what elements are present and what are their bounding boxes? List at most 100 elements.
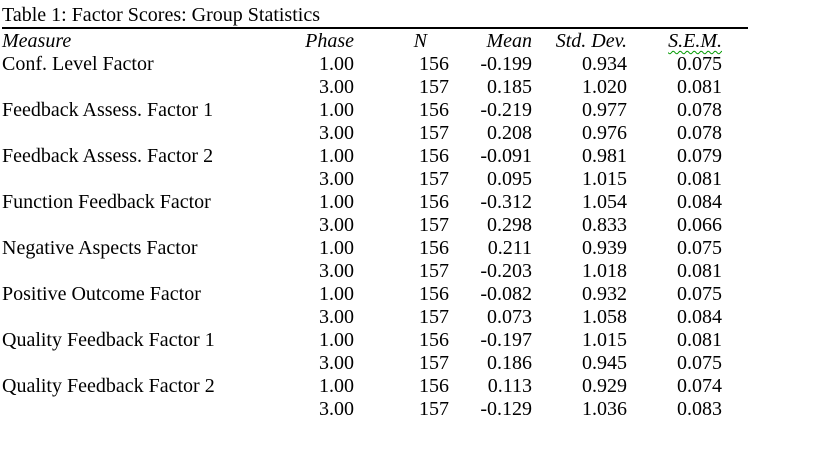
cell-mean: 0.186	[487, 352, 532, 374]
cell-n: 157	[419, 76, 449, 98]
cell-measure	[2, 398, 282, 421]
cell-measure	[2, 306, 282, 329]
cell-std-dev: 1.058	[582, 306, 627, 328]
col-header-mean: Mean	[486, 30, 532, 52]
table-row: Negative Aspects Factor 1.00 156 0.211 0…	[2, 237, 750, 260]
cell-sem: 0.081	[677, 329, 722, 351]
cell-n: 156	[419, 191, 449, 213]
cell-std-dev: 1.054	[582, 191, 627, 213]
cell-phase: 1.00	[319, 53, 354, 75]
cell-sem: 0.075	[677, 283, 722, 305]
group-statistics-table: Measure Phase N Mean Std. Dev. S.E.M. Co…	[2, 30, 750, 421]
cell-sem: 0.081	[677, 260, 722, 282]
cell-sem: 0.079	[677, 145, 722, 167]
cell-mean: -0.219	[480, 99, 532, 121]
col-header-measure: Measure	[2, 30, 72, 52]
table-row: Quality Feedback Factor 1 1.00 156 -0.19…	[2, 329, 750, 352]
table-caption: Table 1: Factor Scores: Group Statistics	[2, 3, 748, 29]
cell-phase: 1.00	[319, 283, 354, 305]
cell-n: 157	[419, 122, 449, 144]
cell-mean: -0.082	[480, 283, 532, 305]
cell-mean: 0.208	[487, 122, 532, 144]
cell-sem: 0.084	[677, 306, 722, 328]
col-header-n: N	[413, 30, 427, 52]
cell-mean: 0.113	[487, 375, 532, 397]
table-row: 3.00 157 -0.129 1.036 0.083	[2, 398, 750, 421]
cell-n: 156	[419, 99, 449, 121]
cell-std-dev: 0.981	[582, 145, 627, 167]
table-row: Quality Feedback Factor 2 1.00 156 0.113…	[2, 375, 750, 398]
cell-measure	[2, 168, 282, 191]
header-row: Measure Phase N Mean Std. Dev. S.E.M.	[2, 30, 750, 53]
cell-std-dev: 0.929	[582, 375, 627, 397]
cell-std-dev: 0.833	[582, 214, 627, 236]
cell-measure: Quality Feedback Factor 1	[2, 329, 215, 351]
cell-phase: 3.00	[319, 260, 354, 282]
cell-measure: Feedback Assess. Factor 1	[2, 99, 214, 121]
cell-std-dev: 1.015	[582, 329, 627, 351]
table-row: 3.00 157 0.208 0.976 0.078	[2, 122, 750, 145]
cell-phase: 1.00	[319, 191, 354, 213]
cell-measure: Positive Outcome Factor	[2, 283, 201, 305]
table-row: 3.00 157 0.185 1.020 0.081	[2, 76, 750, 99]
cell-measure	[2, 214, 282, 237]
table-row: 3.00 157 0.095 1.015 0.081	[2, 168, 750, 191]
cell-mean: 0.211	[487, 237, 532, 259]
cell-std-dev: 0.945	[582, 352, 627, 374]
table-row: 3.00 157 0.073 1.058 0.084	[2, 306, 750, 329]
cell-sem: 0.075	[677, 237, 722, 259]
cell-sem: 0.081	[677, 168, 722, 190]
cell-measure	[2, 352, 282, 375]
cell-sem: 0.084	[677, 191, 722, 213]
cell-std-dev: 1.018	[582, 260, 627, 282]
cell-sem: 0.078	[677, 99, 722, 121]
cell-mean: -0.129	[480, 398, 532, 420]
cell-n: 157	[419, 214, 449, 236]
table-row: 3.00 157 -0.203 1.018 0.081	[2, 260, 750, 283]
table-row: Feedback Assess. Factor 2 1.00 156 -0.09…	[2, 145, 750, 168]
cell-mean: 0.185	[487, 76, 532, 98]
cell-phase: 3.00	[319, 122, 354, 144]
cell-n: 157	[419, 260, 449, 282]
table-row: Conf. Level Factor 1.00 156 -0.199 0.934…	[2, 53, 750, 76]
table-row: Positive Outcome Factor 1.00 156 -0.082 …	[2, 283, 750, 306]
cell-n: 156	[419, 237, 449, 259]
cell-measure: Quality Feedback Factor 2	[2, 375, 215, 397]
cell-n: 156	[419, 145, 449, 167]
cell-phase: 1.00	[319, 329, 354, 351]
cell-measure: Function Feedback Factor	[2, 191, 211, 213]
cell-measure	[2, 76, 282, 99]
cell-phase: 3.00	[319, 76, 354, 98]
cell-n: 156	[419, 329, 449, 351]
cell-mean: -0.203	[480, 260, 532, 282]
cell-phase: 3.00	[319, 352, 354, 374]
cell-phase: 3.00	[319, 168, 354, 190]
cell-phase: 1.00	[319, 99, 354, 121]
cell-std-dev: 1.020	[582, 76, 627, 98]
col-header-std-dev: Std. Dev.	[555, 30, 627, 52]
cell-std-dev: 0.939	[582, 237, 627, 259]
cell-mean: 0.298	[487, 214, 532, 236]
table-row: Function Feedback Factor 1.00 156 -0.312…	[2, 191, 750, 214]
cell-mean: 0.073	[487, 306, 532, 328]
cell-n: 157	[419, 168, 449, 190]
cell-n: 156	[419, 53, 449, 75]
cell-phase: 3.00	[319, 306, 354, 328]
cell-phase: 1.00	[319, 375, 354, 397]
cell-std-dev: 0.934	[582, 53, 627, 75]
cell-std-dev: 0.977	[582, 99, 627, 121]
cell-n: 156	[419, 375, 449, 397]
cell-measure	[2, 122, 282, 145]
cell-mean: -0.197	[480, 329, 532, 351]
cell-phase: 3.00	[319, 398, 354, 420]
cell-sem: 0.083	[677, 398, 722, 420]
cell-measure: Feedback Assess. Factor 2	[2, 145, 214, 167]
cell-phase: 1.00	[319, 237, 354, 259]
cell-phase: 3.00	[319, 214, 354, 236]
cell-sem: 0.078	[677, 122, 722, 144]
cell-mean: -0.312	[480, 191, 532, 213]
cell-sem: 0.075	[677, 352, 722, 374]
cell-n: 157	[419, 398, 449, 420]
col-header-phase: Phase	[305, 30, 354, 52]
